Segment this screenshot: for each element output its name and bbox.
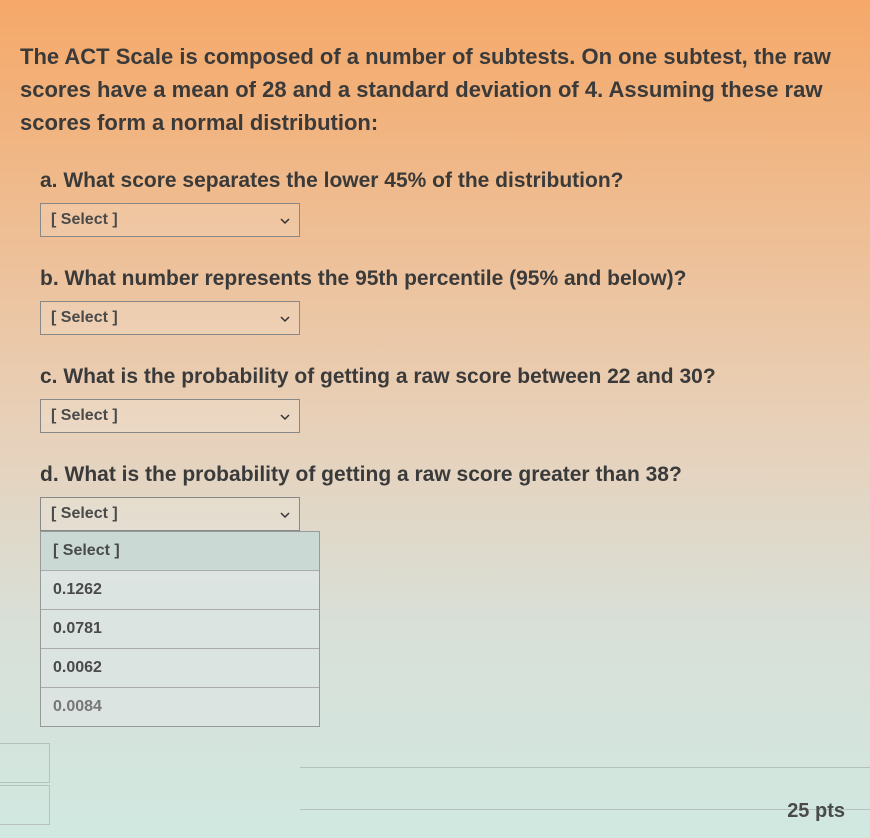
question-intro: The ACT Scale is composed of a number of… <box>20 40 850 139</box>
dropdown-option-3[interactable]: 0.0084 <box>41 688 319 726</box>
dropdown-option-2[interactable]: 0.0062 <box>41 649 319 688</box>
dropdown-option-0[interactable]: 0.1262 <box>41 571 319 610</box>
question-a-label: a. <box>40 169 58 192</box>
left-margin-boxes <box>0 743 60 833</box>
question-d-text: d. What is the probability of getting a … <box>40 463 850 487</box>
margin-box <box>0 743 50 783</box>
select-b[interactable]: [ Select ] <box>40 301 300 335</box>
question-c-text: c. What is the probability of getting a … <box>40 365 850 389</box>
dropdown-option-1[interactable]: 0.0781 <box>41 610 319 649</box>
select-b-label: [ Select ] <box>51 309 118 327</box>
chevron-down-icon <box>279 214 291 226</box>
question-c: c. What is the probability of getting a … <box>40 365 850 433</box>
select-a[interactable]: [ Select ] <box>40 203 300 237</box>
chevron-down-icon <box>279 508 291 520</box>
margin-box <box>0 785 50 825</box>
dropdown-option-header[interactable]: [ Select ] <box>41 532 319 571</box>
divider-line <box>300 767 870 768</box>
question-c-prompt: What is the probability of getting a raw… <box>63 365 715 388</box>
question-a-prompt: What score separates the lower 45% of th… <box>63 169 623 192</box>
question-d: d. What is the probability of getting a … <box>40 463 850 531</box>
question-b-prompt: What number represents the 95th percenti… <box>65 267 687 290</box>
chevron-down-icon <box>279 312 291 324</box>
select-c-label: [ Select ] <box>51 407 118 425</box>
points-label: 25 pts <box>787 800 845 823</box>
question-b-text: b. What number represents the 95th perce… <box>40 267 850 291</box>
question-b: b. What number represents the 95th perce… <box>40 267 850 335</box>
question-a-text: a. What score separates the lower 45% of… <box>40 169 850 193</box>
question-d-prompt: What is the probability of getting a raw… <box>65 463 682 486</box>
select-c[interactable]: [ Select ] <box>40 399 300 433</box>
question-c-label: c. <box>40 365 58 388</box>
question-a: a. What score separates the lower 45% of… <box>40 169 850 237</box>
question-b-label: b. <box>40 267 59 290</box>
dropdown-d-list: [ Select ] 0.1262 0.0781 0.0062 0.0084 <box>40 531 320 727</box>
divider-line <box>300 809 870 810</box>
select-a-label: [ Select ] <box>51 211 118 229</box>
select-d-label: [ Select ] <box>51 505 118 523</box>
select-d[interactable]: [ Select ] <box>40 497 300 531</box>
chevron-down-icon <box>279 410 291 422</box>
question-d-label: d. <box>40 463 59 486</box>
